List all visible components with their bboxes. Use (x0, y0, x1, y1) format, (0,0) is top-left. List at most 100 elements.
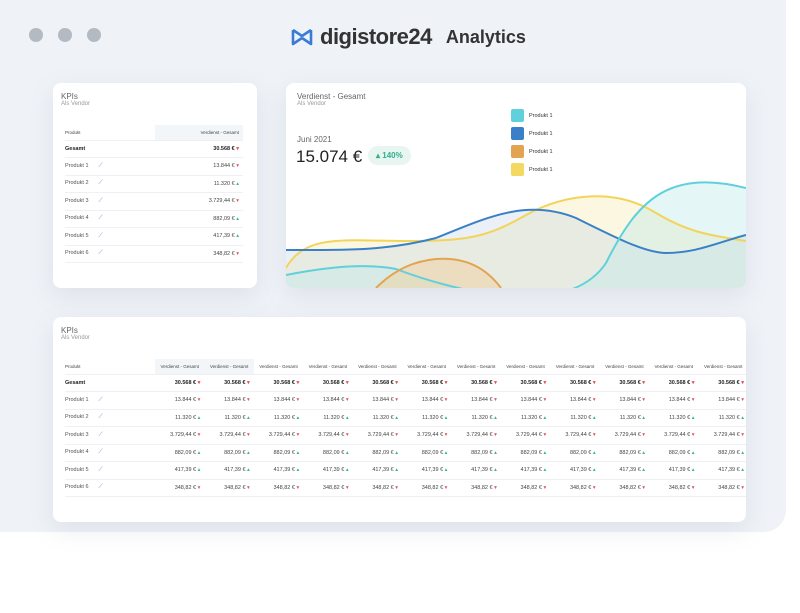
trend-chart-icon[interactable]: ⟋ (98, 197, 103, 204)
trend-chart-icon[interactable]: ⟋ (98, 215, 103, 222)
col-header-value[interactable]: Verdienst - Gesamt (155, 359, 205, 375)
value: 417,39 € (213, 233, 235, 240)
value-cell: 417,39 € ▴ (155, 461, 205, 480)
window-minimize-button[interactable] (58, 28, 72, 42)
value: 882,09 € (174, 449, 197, 456)
col-header-product[interactable]: Produkt (65, 125, 155, 141)
table-row[interactable]: Produkt 1 ⟋ 13.844 € ▾ 13.844 € ▾ 13.844 € ▾… (65, 391, 746, 410)
legend-item[interactable]: Produkt 1 (511, 127, 553, 140)
table-row[interactable]: Produkt 4 ⟋ 882,09 € ▴ (65, 210, 243, 228)
trend-chart-icon[interactable]: ⟋ (98, 484, 103, 491)
trend-up-icon: ▴ (443, 414, 448, 421)
value: 3.729,44 € (713, 432, 740, 439)
trend-chart-icon[interactable]: ⟋ (98, 449, 103, 456)
table-row[interactable]: Gesamt 30.568 € ▾ (65, 140, 243, 158)
trend-down-icon: ▾ (739, 432, 744, 439)
value-cell: 13.844 € ▾ (698, 391, 746, 410)
col-header-value[interactable]: Verdienst - Gesamt (155, 125, 243, 141)
trend-up-icon: ▴ (739, 449, 744, 456)
table-row[interactable]: Produkt 3 ⟋ 3.729,44 € ▾ (65, 192, 243, 211)
trend-chart-icon[interactable]: ⟋ (98, 414, 103, 421)
value-cell: 11.320 € ▴ (500, 409, 551, 427)
col-header-product[interactable]: Produkt (65, 359, 155, 375)
trend-down-icon: ▾ (393, 432, 399, 439)
value: 417,39 € (471, 467, 493, 474)
col-header-value[interactable]: Verdienst - Gesamt (599, 359, 650, 375)
trend-down-icon: ▾ (344, 397, 349, 404)
value-cell: 13.844 € ▾ (500, 391, 551, 410)
row-label: Produkt 2 ⟋ (65, 409, 155, 427)
table-row[interactable]: Gesamt 30.568 € ▾ 30.568 € ▾ 30.568 € ▾ 30.5… (65, 374, 746, 392)
row-label: Gesamt (65, 140, 155, 158)
table-row[interactable]: Produkt 5 ⟋ 417,39 € ▴ (65, 227, 243, 246)
table-row[interactable]: Produkt 1 ⟋ 13.844 € ▾ (65, 157, 243, 176)
table-row[interactable]: Produkt 2 ⟋ 11.320 € ▴ 11.320 € ▴ 11.320 € ▴… (65, 409, 746, 427)
value: 417,39 € (372, 467, 394, 474)
value: 882,09 € (372, 449, 394, 456)
value: 30.568 € (520, 379, 542, 386)
col-header-value[interactable]: Verdienst - Gesamt (253, 359, 304, 375)
value: 11.320 € (224, 414, 246, 421)
col-header-value[interactable]: Verdienst - Gesamt (550, 359, 600, 375)
trend-chart-icon[interactable]: ⟋ (98, 396, 103, 403)
trend-chart-icon[interactable]: ⟋ (98, 466, 103, 473)
trend-down-icon: ▾ (294, 397, 300, 404)
value-cell: 348,82 € ▾ (402, 479, 452, 497)
digistore-logo-icon (291, 28, 313, 46)
product-name: Produkt 5 (65, 232, 89, 239)
window-close-button[interactable] (29, 28, 43, 42)
trend-down-icon: ▾ (245, 484, 250, 491)
value: 348,82 € (372, 484, 394, 491)
value: 348,82 € (668, 484, 691, 491)
trend-down-icon: ▾ (196, 379, 201, 386)
trend-chart-icon[interactable]: ⟋ (98, 162, 103, 169)
trend-chart-icon[interactable]: ⟋ (98, 232, 103, 239)
value: 13.844 € (213, 163, 235, 170)
trend-chart-icon[interactable]: ⟋ (98, 250, 103, 257)
legend-item[interactable]: Produkt 1 (511, 109, 553, 122)
legend-item[interactable]: Produkt 1 (511, 145, 553, 158)
value-cell: 882,09 € ▴ (500, 444, 551, 462)
value: 882,09 € (619, 449, 641, 456)
trend-down-icon: ▾ (294, 484, 300, 491)
col-header-value[interactable]: Verdienst - Gesamt (451, 359, 501, 375)
trend-down-icon: ▾ (492, 432, 497, 439)
trend-down-icon: ▾ (541, 484, 547, 491)
value-cell: 3.729,44 € ▾ (155, 192, 243, 211)
trend-down-icon: ▾ (393, 379, 399, 386)
value: 882,09 € (273, 449, 295, 456)
table-row[interactable]: Produkt 3 ⟋ 3.729,44 € ▾ 3.729,44 € ▾ 3.729,… (65, 426, 746, 445)
table-row[interactable]: Produkt 4 ⟋ 882,09 € ▴ 882,09 € ▴ 882,09 € ▴… (65, 444, 746, 462)
trend-down-icon: ▾ (492, 379, 497, 386)
value: 11.320 € (422, 414, 444, 421)
col-header-value[interactable]: Verdienst - Gesamt (402, 359, 452, 375)
col-header-value[interactable]: Verdienst - Gesamt (649, 359, 699, 375)
value-cell: 13.844 € ▾ (599, 391, 650, 410)
value-cell: 13.844 € ▾ (352, 391, 403, 410)
row-label: Gesamt (65, 374, 155, 392)
value: 11.320 € (471, 414, 493, 421)
col-header-value[interactable]: Verdienst - Gesamt (204, 359, 254, 375)
col-header-value[interactable]: Verdienst - Gesamt (352, 359, 403, 375)
value: 882,09 € (569, 449, 592, 456)
window-maximize-button[interactable] (87, 28, 101, 42)
legend-item[interactable]: Produkt 1 (511, 163, 553, 176)
value: 30.568 € (569, 379, 592, 386)
value-cell: 3.729,44 € ▾ (550, 426, 600, 445)
trend-up-icon: ▴ (196, 449, 201, 456)
col-header-value[interactable]: Verdienst - Gesamt (303, 359, 353, 375)
col-header-value[interactable]: Verdienst - Gesamt (698, 359, 746, 375)
col-header-value[interactable]: Verdienst - Gesamt (500, 359, 551, 375)
trend-chart-icon[interactable]: ⟋ (98, 180, 103, 187)
table-row[interactable]: Produkt 6 ⟋ 348,82 € ▾ (65, 245, 243, 263)
value-cell: 30.568 € ▾ (451, 374, 501, 392)
trend-up-icon: ▴ (690, 449, 695, 456)
table-row[interactable]: Produkt 5 ⟋ 417,39 € ▴ 417,39 € ▴ 417,39 € ▴… (65, 461, 746, 480)
table-row[interactable]: Produkt 6 ⟋ 348,82 € ▾ 348,82 € ▾ 348,82 € ▾… (65, 479, 746, 497)
table-row[interactable]: Produkt 2 ⟋ 11.320 € ▴ (65, 175, 243, 193)
trend-up-icon: ▴ (591, 449, 596, 456)
trend-chart-icon[interactable]: ⟋ (98, 431, 103, 438)
value: 3.729,44 € (219, 432, 246, 439)
value: 3.729,44 € (208, 198, 235, 205)
value-cell: 348,82 € ▾ (698, 479, 746, 497)
